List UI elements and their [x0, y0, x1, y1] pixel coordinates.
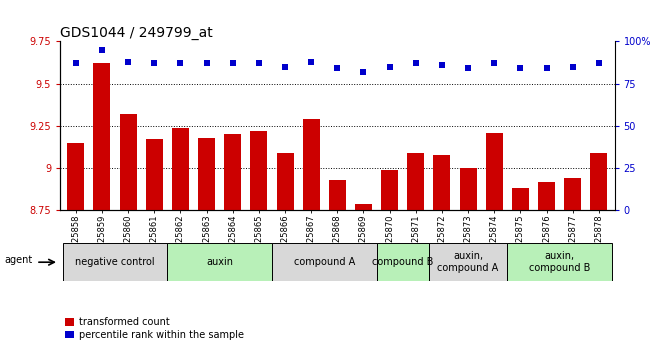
Text: negative control: negative control [75, 257, 155, 267]
Bar [591, 153, 607, 210]
Text: compound A: compound A [294, 257, 355, 267]
Point [149, 61, 160, 66]
Point [410, 61, 421, 66]
Point [463, 66, 474, 71]
Text: auxin,
compound A: auxin, compound A [438, 252, 499, 273]
Point [515, 66, 526, 71]
Bar [94, 63, 110, 210]
Bar [272, 243, 377, 281]
Text: agent: agent [5, 255, 33, 265]
Point [384, 64, 395, 70]
Bar [198, 138, 215, 210]
Legend: transformed count, percentile rank within the sample: transformed count, percentile rank withi… [65, 317, 244, 340]
Point [332, 66, 343, 71]
Bar [329, 180, 346, 210]
Point [437, 62, 448, 68]
Point [254, 61, 265, 66]
Point [567, 64, 578, 70]
Bar [564, 178, 581, 210]
Bar [172, 128, 189, 210]
Bar [538, 182, 555, 210]
Point [358, 69, 369, 75]
Point [97, 47, 108, 52]
Point [70, 61, 81, 66]
Bar [486, 133, 503, 210]
Bar [407, 153, 424, 210]
Point [489, 61, 500, 66]
Point [306, 59, 317, 65]
Text: auxin: auxin [206, 257, 233, 267]
Bar [120, 114, 137, 210]
Point [280, 64, 291, 70]
Bar [146, 139, 163, 210]
Bar [429, 243, 507, 281]
Bar [303, 119, 320, 210]
Bar [168, 243, 272, 281]
Bar [355, 204, 372, 210]
Bar [63, 243, 168, 281]
Point [123, 59, 134, 65]
Text: auxin,
compound B: auxin, compound B [529, 252, 591, 273]
Text: compound B: compound B [372, 257, 434, 267]
Bar [507, 243, 612, 281]
Point [227, 61, 238, 66]
Bar [381, 170, 398, 210]
Point [594, 61, 605, 66]
Bar [460, 168, 476, 210]
Bar [224, 135, 241, 210]
Bar [67, 143, 84, 210]
Bar [250, 131, 267, 210]
Bar [434, 155, 450, 210]
Text: GDS1044 / 249799_at: GDS1044 / 249799_at [60, 26, 213, 40]
Bar [377, 243, 429, 281]
Point [541, 66, 552, 71]
Bar [512, 188, 529, 210]
Point [175, 61, 186, 66]
Point [201, 61, 212, 66]
Bar [277, 153, 293, 210]
